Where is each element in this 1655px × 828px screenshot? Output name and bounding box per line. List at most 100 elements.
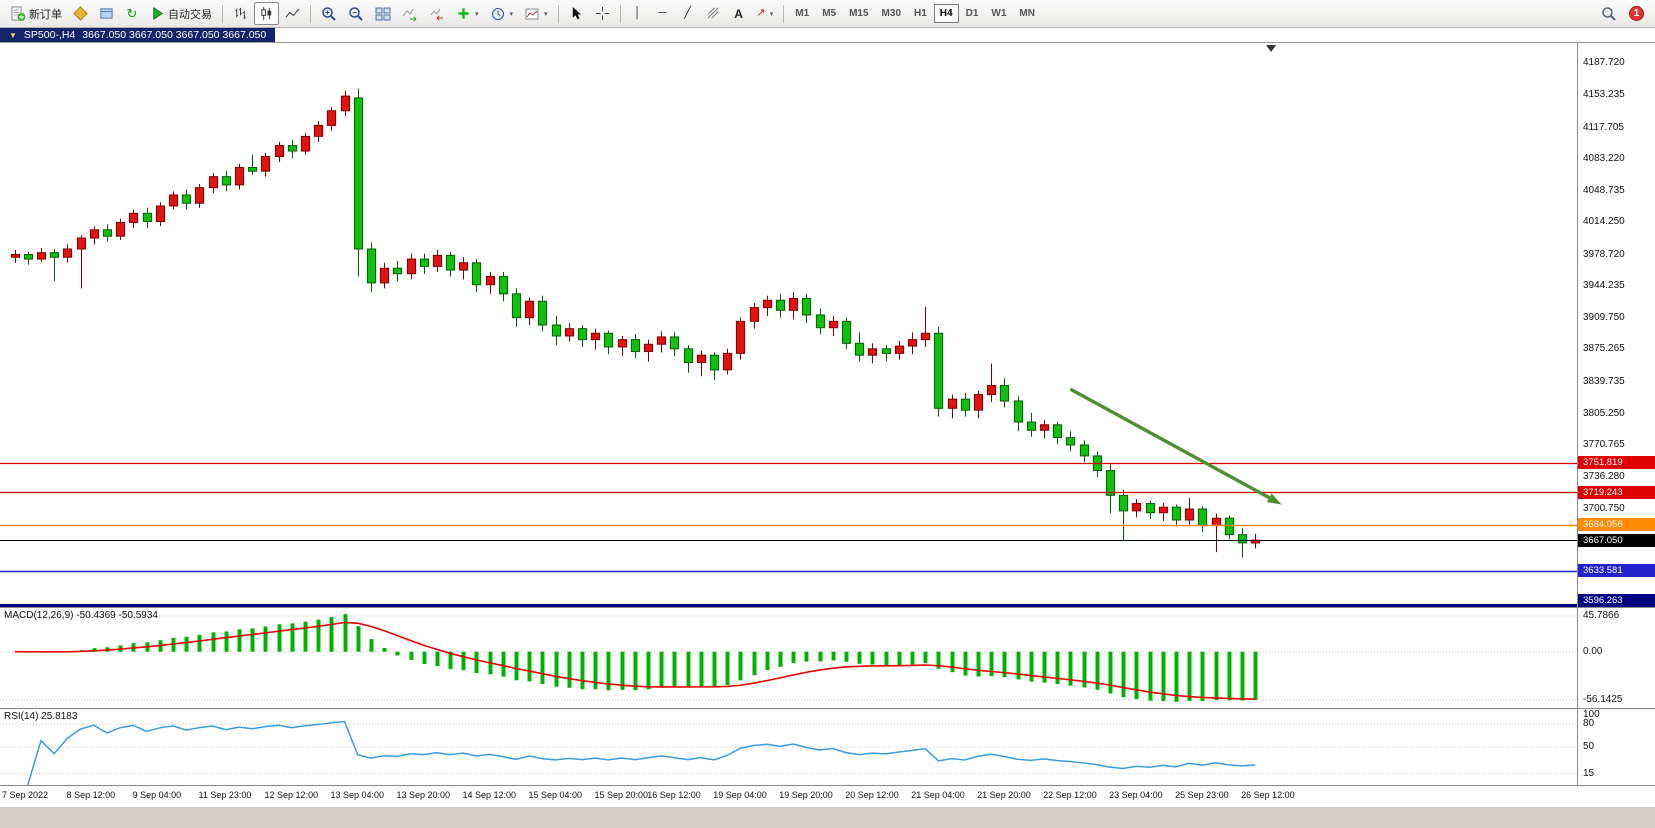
- periods-icon: [491, 7, 504, 20]
- arrows-tool-icon: ↗: [756, 7, 766, 19]
- tile-windows-button[interactable]: [370, 2, 396, 25]
- price-axis-tag: 3633.581: [1578, 564, 1655, 578]
- chart-area: 4187.720 4153.235 4117.705 4083.220 4048.735…: [0, 43, 1655, 786]
- chart-title-symbol: SP500-,H4: [23, 28, 76, 41]
- chart-title-quote: 3667.050 3667.050 3667.050 3667.050: [82, 28, 267, 41]
- rsi-label: RSI(14) 25.8183: [4, 711, 78, 722]
- crosshair-button[interactable]: [590, 2, 615, 25]
- price-axis-label: 3805.250: [1583, 407, 1625, 419]
- timeframe-m5[interactable]: M5: [816, 4, 842, 23]
- time-axis-label: 7 Sep 2022: [2, 790, 49, 800]
- fibonacci-icon: [707, 7, 719, 19]
- timeframe-mn[interactable]: MN: [1013, 4, 1041, 23]
- timeframe-m1[interactable]: M1: [789, 4, 815, 23]
- periods-button[interactable]: ▾: [485, 2, 519, 25]
- price-axis[interactable]: 4187.720 4153.235 4117.705 4083.220 4048.735…: [1577, 43, 1655, 608]
- indicators-button[interactable]: ▾: [451, 2, 484, 25]
- new-order-button[interactable]: 新订单: [5, 2, 67, 25]
- price-chart-canvas[interactable]: [0, 43, 1577, 607]
- zoom-in-button[interactable]: [316, 2, 342, 25]
- macd-pane[interactable]: MACD(12,26,9) -50.4369 -50.5934: [0, 608, 1577, 709]
- zoom-out-icon: [349, 6, 363, 21]
- line-chart-button[interactable]: [280, 2, 305, 25]
- fibonacci-button[interactable]: [701, 2, 726, 25]
- chart-title-segment: ▼ SP500-,H4 3667.050 3667.050 3667.050 3…: [0, 28, 276, 42]
- macd-axis-label: 0.00: [1583, 645, 1603, 657]
- main-toolbar: 新订单 ↻ 自动交易: [0, 0, 1655, 28]
- price-pane[interactable]: [0, 43, 1577, 608]
- rsi-pane[interactable]: RSI(14) 25.8183: [0, 709, 1577, 786]
- strategy-tester-button[interactable]: [94, 2, 119, 25]
- rsi-axis[interactable]: 100 80 50 15: [1577, 709, 1655, 786]
- time-axis-label: 22 Sep 12:00: [1043, 790, 1097, 800]
- indicators-icon: [458, 8, 469, 19]
- chevron-down-icon: ▾: [509, 10, 514, 18]
- auto-trading-button[interactable]: 自动交易: [145, 2, 217, 25]
- chart-shift-button[interactable]: [424, 2, 450, 25]
- chart-menu-icon[interactable]: ▼: [9, 30, 17, 40]
- time-axis-label: 8 Sep 12:00: [66, 790, 116, 800]
- candlestick-button[interactable]: [254, 2, 279, 25]
- time-axis-label: 15 Sep 04:00: [528, 790, 583, 800]
- macd-axis-label: -56.1425: [1583, 694, 1623, 705]
- vertical-line-button[interactable]: │: [626, 2, 650, 25]
- toolbar-separator: [310, 4, 311, 23]
- price-axis-label: 4187.720: [1583, 57, 1625, 69]
- time-axis-label: 21 Sep 04:00: [911, 790, 965, 800]
- line-chart-icon: [285, 8, 300, 18]
- time-axis-label: 9 Sep 04:00: [132, 790, 182, 800]
- trendline-button[interactable]: ╱: [676, 2, 700, 25]
- macd-axis[interactable]: 45.7866 0.00 -56.1425: [1577, 608, 1655, 709]
- price-axis-label: 3978.720: [1583, 248, 1625, 260]
- chevron-down-icon: ▾: [769, 10, 774, 18]
- text-tool-icon: A: [734, 6, 743, 21]
- timeframe-h4[interactable]: H4: [933, 4, 959, 23]
- time-axis-label: 25 Sep 23:00: [1175, 790, 1229, 800]
- candlestick-icon: [261, 6, 272, 21]
- toolbar-separator: [619, 4, 621, 23]
- refresh-button[interactable]: ↻: [120, 2, 144, 25]
- charts-button[interactable]: [68, 2, 93, 25]
- price-axis-label: 4117.705: [1583, 121, 1624, 133]
- toolbar-separator: [557, 4, 559, 23]
- price-axis-label: 4153.235: [1583, 88, 1625, 100]
- text-tool-button[interactable]: A: [727, 2, 751, 25]
- chart-shift-marker[interactable]: [1266, 45, 1277, 52]
- price-axis-label: 3944.235: [1583, 280, 1625, 292]
- macd-canvas[interactable]: [0, 608, 1577, 708]
- bar-chart-icon: [235, 7, 246, 20]
- search-button[interactable]: [1596, 2, 1622, 25]
- rsi-axis-label: 15: [1583, 767, 1595, 779]
- time-axis-label: 23 Sep 04:00: [1109, 790, 1163, 800]
- price-axis-tag: 3719.243: [1578, 485, 1655, 499]
- notification-badge[interactable]: 1: [1629, 6, 1644, 21]
- time-axis[interactable]: 7 Sep 2022 8 Sep 12:00 9 Sep 04:00 11 Sep 2…: [0, 786, 1655, 806]
- price-axis-label: 3909.750: [1583, 311, 1625, 323]
- zoom-out-button[interactable]: [343, 2, 369, 25]
- horizontal-line-button[interactable]: ─: [651, 2, 675, 25]
- bar-chart-button[interactable]: [228, 2, 253, 25]
- price-axis-tag: 3667.050: [1578, 533, 1655, 547]
- arrows-tool-button[interactable]: ↗ ▾: [752, 2, 779, 25]
- cursor-icon: [572, 6, 581, 20]
- templates-button[interactable]: ▾: [519, 2, 553, 25]
- timeframe-w1[interactable]: W1: [985, 4, 1012, 23]
- price-axis-label: 4048.735: [1583, 184, 1625, 196]
- macd-signal-line: [14, 621, 1256, 700]
- auto-trading-icon: [153, 6, 164, 21]
- cursor-button[interactable]: [564, 2, 589, 25]
- status-strip: [0, 806, 1655, 828]
- price-axis-label: 4014.250: [1583, 216, 1625, 228]
- time-axis-label: 11 Sep 23:00: [198, 790, 252, 800]
- rsi-canvas[interactable]: [0, 709, 1577, 785]
- rsi-axis-label: 100: [1583, 709, 1600, 720]
- time-axis-label: 19 Sep 20:00: [779, 790, 833, 800]
- chart-shift-icon: [430, 8, 443, 21]
- timeframe-m15[interactable]: M15: [843, 4, 874, 23]
- horizontal-line-icon: ─: [658, 7, 667, 19]
- timeframe-d1[interactable]: D1: [960, 4, 985, 23]
- auto-scroll-button[interactable]: [397, 2, 423, 25]
- timeframe-h1[interactable]: H1: [908, 4, 933, 23]
- trend-arrow[interactable]: [1069, 387, 1275, 502]
- timeframe-m30[interactable]: M30: [876, 4, 907, 23]
